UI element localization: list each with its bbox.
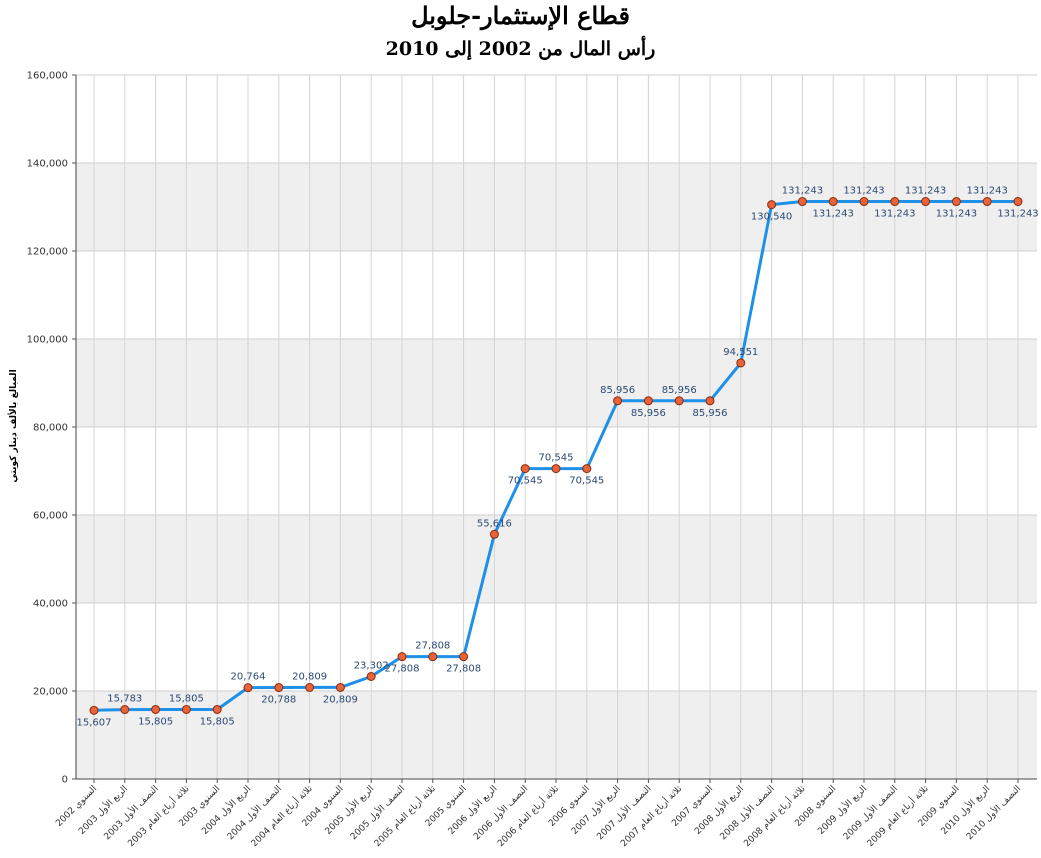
data-point — [643, 396, 653, 406]
data-point — [89, 705, 99, 715]
x-tick-label: النصف الأول 2006 — [471, 783, 531, 843]
data-point — [459, 652, 469, 662]
data-point — [951, 197, 961, 207]
data-point — [551, 464, 561, 474]
y-tick-label: 120,000 — [27, 247, 68, 258]
data-label: 85,956 — [631, 408, 666, 419]
data-point — [890, 197, 900, 207]
chart-title: قطاع الإستثمار-جلوبل — [411, 1, 630, 30]
x-tick-label: النصف الأول 2010 — [964, 783, 1024, 843]
data-label: 27,808 — [446, 664, 481, 675]
data-point — [797, 197, 807, 207]
y-tick-label: 40,000 — [33, 599, 68, 610]
data-label: 85,956 — [662, 385, 697, 396]
data-label: 70,545 — [539, 453, 574, 464]
x-tick-label: النصف الأول 2003 — [101, 783, 161, 843]
data-label: 20,788 — [261, 695, 296, 706]
data-point — [736, 358, 746, 368]
data-label: 131,243 — [874, 209, 915, 220]
data-point — [705, 396, 715, 406]
data-labels: 15,607 15,783 15,805 15,805 15,805 20,764 20,7… — [77, 186, 1039, 729]
data-point — [151, 704, 161, 714]
data-label: 131,243 — [967, 186, 1008, 197]
data-label: 85,956 — [693, 408, 728, 419]
y-tick-label: 100,000 — [27, 335, 68, 346]
data-point — [397, 652, 407, 662]
data-label: 15,805 — [138, 716, 173, 727]
y-tick-label: 0 — [62, 775, 68, 786]
data-label: 131,243 — [936, 209, 977, 220]
x-tick-label: النصف الأول 2004 — [224, 783, 284, 843]
data-point — [859, 197, 869, 207]
data-label: 94,551 — [723, 347, 758, 358]
data-point — [767, 200, 777, 210]
data-point — [828, 197, 838, 207]
data-point — [366, 671, 376, 681]
data-label: 131,243 — [782, 186, 823, 197]
data-label: 20,809 — [292, 671, 327, 682]
x-tick-label: النصف الأول 2009 — [840, 783, 900, 843]
y-axis-title: المبالغ بالألف دينار كويتي — [7, 369, 19, 482]
data-point — [982, 197, 992, 207]
chart-subtitle: رأس المال من 2002 إلى 2010 — [385, 38, 656, 60]
data-label: 15,805 — [200, 716, 235, 727]
data-point — [335, 682, 345, 692]
data-point — [120, 705, 130, 715]
data-label: 15,783 — [107, 694, 142, 705]
data-point — [274, 683, 284, 693]
y-tick-label: 160,000 — [27, 71, 68, 82]
data-point — [212, 704, 222, 714]
data-label: 27,808 — [415, 641, 450, 652]
data-label: 70,545 — [508, 476, 543, 487]
data-point — [921, 197, 931, 207]
data-label: 20,809 — [323, 694, 358, 705]
y-axis-ticks: 0 20,000 40,000 60,000 80,000 100,000 120,000 1… — [27, 71, 76, 786]
data-points — [89, 197, 1023, 715]
data-point — [1013, 197, 1023, 207]
data-point — [520, 464, 530, 474]
data-label: 15,805 — [169, 693, 204, 704]
data-label: 23,302 — [354, 660, 389, 671]
data-label: 20,764 — [231, 672, 266, 683]
data-label: 85,956 — [600, 385, 635, 396]
data-point — [243, 683, 253, 693]
data-point — [582, 464, 592, 474]
data-point — [181, 704, 191, 714]
data-point — [613, 396, 623, 406]
data-point — [305, 682, 315, 692]
data-label: 131,243 — [813, 209, 854, 220]
data-label: 131,243 — [997, 209, 1038, 220]
x-tick-label: النصف الأول 2005 — [348, 783, 408, 843]
y-tick-label: 20,000 — [33, 687, 68, 698]
data-label: 70,545 — [569, 476, 604, 487]
data-label: 15,607 — [77, 717, 112, 728]
data-label: 55,616 — [477, 518, 512, 529]
data-label: 130,540 — [751, 212, 792, 223]
data-point — [489, 529, 499, 539]
x-tick-label: النصف الأول 2008 — [717, 783, 777, 843]
data-label: 27,808 — [385, 664, 420, 675]
y-tick-label: 140,000 — [27, 159, 68, 170]
y-tick-label: 80,000 — [33, 423, 68, 434]
data-label: 131,243 — [843, 186, 884, 197]
data-point — [674, 396, 684, 406]
data-point — [428, 652, 438, 662]
y-tick-label: 60,000 — [33, 511, 68, 522]
x-tick-label: النصف الأول 2007 — [594, 783, 654, 843]
data-label: 131,243 — [905, 186, 946, 197]
